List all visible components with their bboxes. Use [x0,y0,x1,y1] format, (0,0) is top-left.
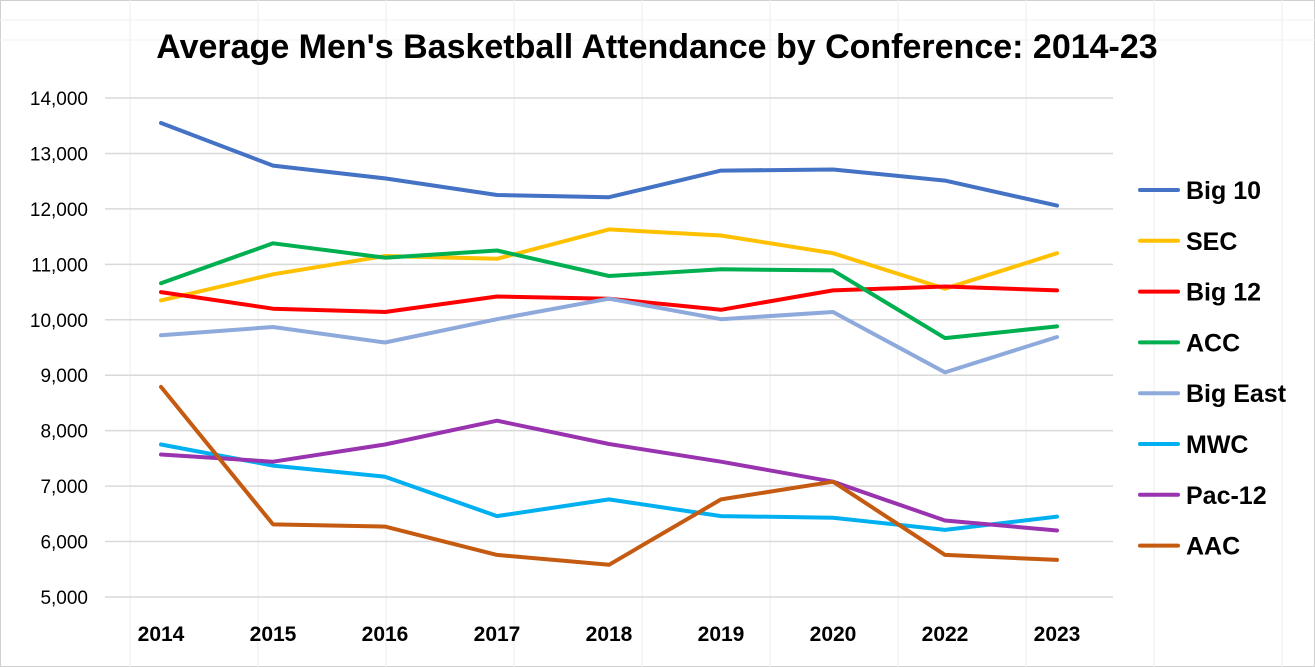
x-tick-label: 2018 [586,623,633,646]
series-line-acc [159,241,1059,341]
x-tick-label: 2014 [138,623,185,646]
y-tick-label: 7,000 [40,477,88,498]
legend-label: Big 10 [1186,177,1261,205]
legend: Big 10 SEC Big 12 ACC Big East MWC Pac-12 AAC [1138,177,1287,561]
legend-label: Pac-12 [1186,482,1267,510]
legend-item: ACC [1138,329,1240,357]
y-tick-label: 11,000 [31,255,88,276]
series-line-big-east [159,296,1059,375]
legend-item: Pac-12 [1138,482,1267,510]
x-tick-label: 2016 [362,623,409,646]
legend-item: Big 10 [1138,177,1261,205]
y-axis: 5,000 6,000 7,000 8,000 9,000 10,000 11,000 12,… [30,89,88,609]
legend-item: SEC [1138,228,1237,256]
legend-label: Big 12 [1186,279,1261,307]
y-tick-label: 14,000 [30,89,88,110]
legend-item: MWC [1138,431,1248,459]
y-tick-label: 12,000 [30,200,88,221]
y-tick-label: 10,000 [30,311,88,332]
series-line-sec [159,227,1059,303]
gridlines [105,97,1113,598]
y-tick-label: 6,000 [40,533,88,554]
x-tick-label: 2023 [1034,623,1081,646]
x-tick-label: 2015 [250,623,297,646]
legend-item: Big East [1138,380,1287,408]
series-lines [159,121,1059,567]
legend-label: SEC [1186,228,1237,256]
legend-item: Big 12 [1138,279,1261,307]
legend-item: AAC [1138,533,1240,561]
series-line-mwc [159,442,1059,532]
y-tick-label: 5,000 [40,588,88,609]
legend-label: AAC [1186,533,1240,561]
series-line-big-10 [159,121,1059,208]
y-tick-label: 8,000 [40,422,88,443]
x-axis: 2014 2015 2016 2017 2018 2019 2020 2022 2023 [138,623,1081,646]
x-tick-label: 2019 [698,623,745,646]
legend-label: MWC [1186,431,1248,459]
legend-label: Big East [1186,380,1287,408]
x-tick-label: 2017 [474,623,521,646]
series-line-pac-12 [159,418,1059,533]
x-tick-label: 2020 [810,623,857,646]
y-tick-label: 13,000 [30,144,88,165]
legend-label: ACC [1186,329,1240,357]
chart-title: Average Men's Basketball Attendance by C… [156,28,1157,66]
y-tick-label: 9,000 [40,366,88,387]
series-line-aac [159,384,1059,567]
x-tick-label: 2022 [922,623,969,646]
